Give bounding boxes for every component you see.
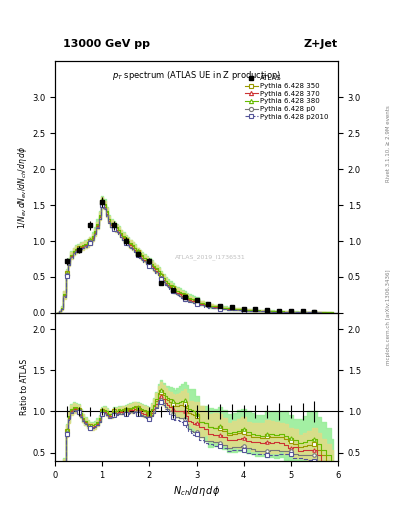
Y-axis label: Ratio to ATLAS: Ratio to ATLAS: [20, 359, 29, 415]
Y-axis label: $1/N_{ev}\,dN_{ev}/dN_{ch}/d\eta\,d\phi$: $1/N_{ev}\,dN_{ev}/dN_{ch}/d\eta\,d\phi$: [16, 145, 29, 229]
Text: ATLAS_2019_I1736531: ATLAS_2019_I1736531: [175, 255, 246, 261]
Text: Rivet 3.1.10, ≥ 2.9M events: Rivet 3.1.10, ≥ 2.9M events: [386, 105, 391, 182]
Text: mcplots.cern.ch [arXiv:1306.3436]: mcplots.cern.ch [arXiv:1306.3436]: [386, 270, 391, 365]
Legend: ATLAS, Pythia 6.428 350, Pythia 6.428 370, Pythia 6.428 380, Pythia 6.428 p0, Py: ATLAS, Pythia 6.428 350, Pythia 6.428 37…: [242, 73, 332, 123]
Text: $p_T$ spectrum (ATLAS UE in Z production): $p_T$ spectrum (ATLAS UE in Z production…: [112, 69, 281, 82]
Text: Z+Jet: Z+Jet: [304, 38, 338, 49]
X-axis label: $N_{ch}/d\eta\,d\phi$: $N_{ch}/d\eta\,d\phi$: [173, 484, 220, 498]
Text: 13000 GeV pp: 13000 GeV pp: [63, 38, 150, 49]
